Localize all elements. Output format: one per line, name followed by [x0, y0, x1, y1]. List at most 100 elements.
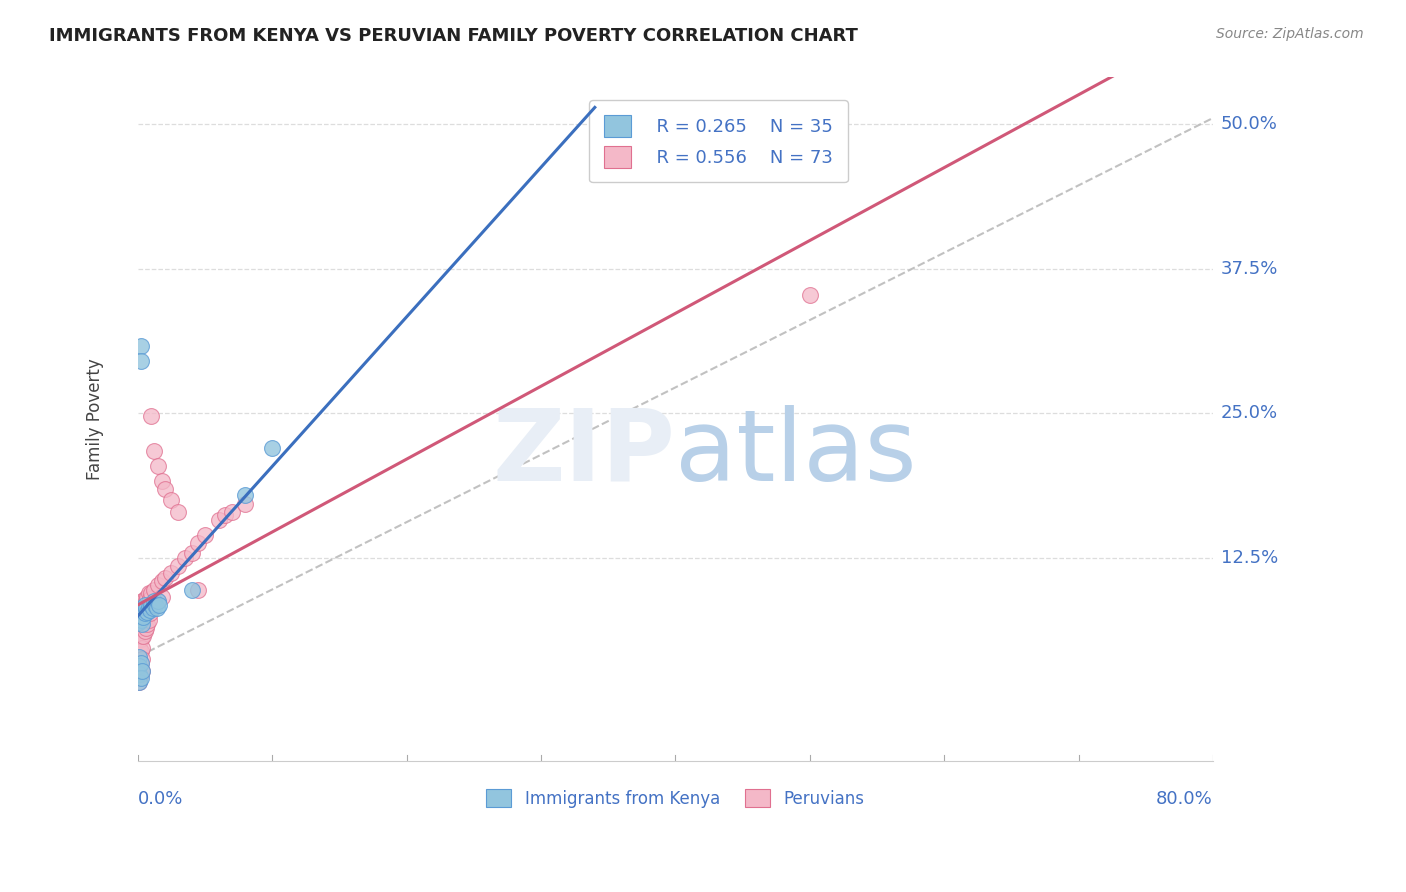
- Point: [129, 606, 152, 620]
- Point: [131, 613, 153, 627]
- Point: [131, 652, 153, 666]
- Point: [131, 617, 153, 632]
- Text: Family Poverty: Family Poverty: [86, 359, 104, 480]
- Point: [129, 671, 152, 685]
- Point: [150, 590, 173, 604]
- Point: [128, 667, 150, 681]
- Point: [142, 601, 165, 615]
- Point: [131, 664, 153, 678]
- Point: [135, 601, 157, 615]
- Text: IMMIGRANTS FROM KENYA VS PERUVIAN FAMILY POVERTY CORRELATION CHART: IMMIGRANTS FROM KENYA VS PERUVIAN FAMILY…: [49, 27, 858, 45]
- Point: [180, 582, 202, 597]
- Text: atlas: atlas: [675, 405, 917, 502]
- Point: [139, 591, 162, 606]
- Point: [141, 586, 163, 600]
- Point: [135, 621, 157, 635]
- Point: [146, 458, 169, 473]
- Point: [128, 615, 150, 629]
- Point: [235, 497, 257, 511]
- Point: [141, 409, 163, 423]
- Point: [143, 598, 166, 612]
- Point: [799, 288, 821, 302]
- Point: [128, 601, 150, 615]
- Point: [135, 606, 157, 620]
- Point: [131, 601, 153, 615]
- Point: [136, 617, 159, 632]
- Point: [143, 594, 166, 608]
- Point: [167, 559, 190, 574]
- Point: [143, 443, 166, 458]
- Point: [128, 664, 150, 678]
- Point: [131, 640, 153, 655]
- Point: [187, 536, 209, 550]
- Point: [235, 487, 257, 501]
- Point: [221, 505, 243, 519]
- Text: ZIP: ZIP: [492, 405, 675, 502]
- Point: [180, 545, 202, 559]
- Point: [143, 598, 166, 612]
- Point: [138, 599, 160, 614]
- Point: [146, 594, 169, 608]
- Point: [129, 656, 152, 670]
- Point: [129, 644, 152, 658]
- Point: [128, 649, 150, 664]
- Point: [262, 441, 284, 455]
- Point: [141, 601, 163, 615]
- Text: 50.0%: 50.0%: [1220, 115, 1278, 133]
- Point: [129, 656, 152, 670]
- Point: [136, 590, 159, 604]
- Point: [128, 675, 150, 690]
- Point: [132, 606, 155, 620]
- Text: Source: ZipAtlas.com: Source: ZipAtlas.com: [1216, 27, 1364, 41]
- Point: [148, 598, 170, 612]
- Point: [129, 339, 152, 353]
- Point: [132, 603, 155, 617]
- Point: [214, 508, 236, 523]
- Point: [131, 608, 153, 623]
- Point: [128, 609, 150, 624]
- Point: [135, 594, 157, 608]
- Point: [128, 621, 150, 635]
- Point: [134, 598, 156, 612]
- Point: [141, 598, 163, 612]
- Point: [132, 629, 155, 643]
- Text: 0.0%: 0.0%: [138, 790, 183, 808]
- Text: 12.5%: 12.5%: [1220, 549, 1278, 567]
- Point: [128, 652, 150, 666]
- Point: [129, 615, 152, 629]
- Point: [136, 601, 159, 615]
- Point: [143, 582, 166, 597]
- Point: [129, 667, 152, 681]
- Point: [146, 578, 169, 592]
- Point: [129, 624, 152, 639]
- Point: [160, 493, 183, 508]
- Text: 80.0%: 80.0%: [1156, 790, 1213, 808]
- Point: [132, 617, 155, 632]
- Point: [131, 594, 153, 608]
- Point: [153, 482, 176, 496]
- Point: [129, 632, 152, 647]
- Point: [145, 601, 167, 615]
- Point: [207, 513, 229, 527]
- Point: [128, 609, 150, 624]
- Text: 37.5%: 37.5%: [1220, 260, 1278, 277]
- Point: [128, 675, 150, 690]
- Point: [128, 659, 150, 673]
- Point: [131, 621, 153, 635]
- Point: [134, 624, 156, 639]
- Point: [138, 586, 160, 600]
- Point: [129, 606, 152, 620]
- Point: [194, 528, 217, 542]
- Point: [132, 598, 155, 612]
- Text: 25.0%: 25.0%: [1220, 404, 1278, 423]
- Point: [150, 574, 173, 589]
- Point: [128, 632, 150, 647]
- Point: [131, 629, 153, 643]
- Point: [134, 606, 156, 620]
- Point: [150, 474, 173, 488]
- Point: [136, 605, 159, 619]
- Legend: Immigrants from Kenya, Peruvians: Immigrants from Kenya, Peruvians: [479, 783, 872, 814]
- Point: [128, 603, 150, 617]
- Point: [138, 613, 160, 627]
- Point: [129, 613, 152, 627]
